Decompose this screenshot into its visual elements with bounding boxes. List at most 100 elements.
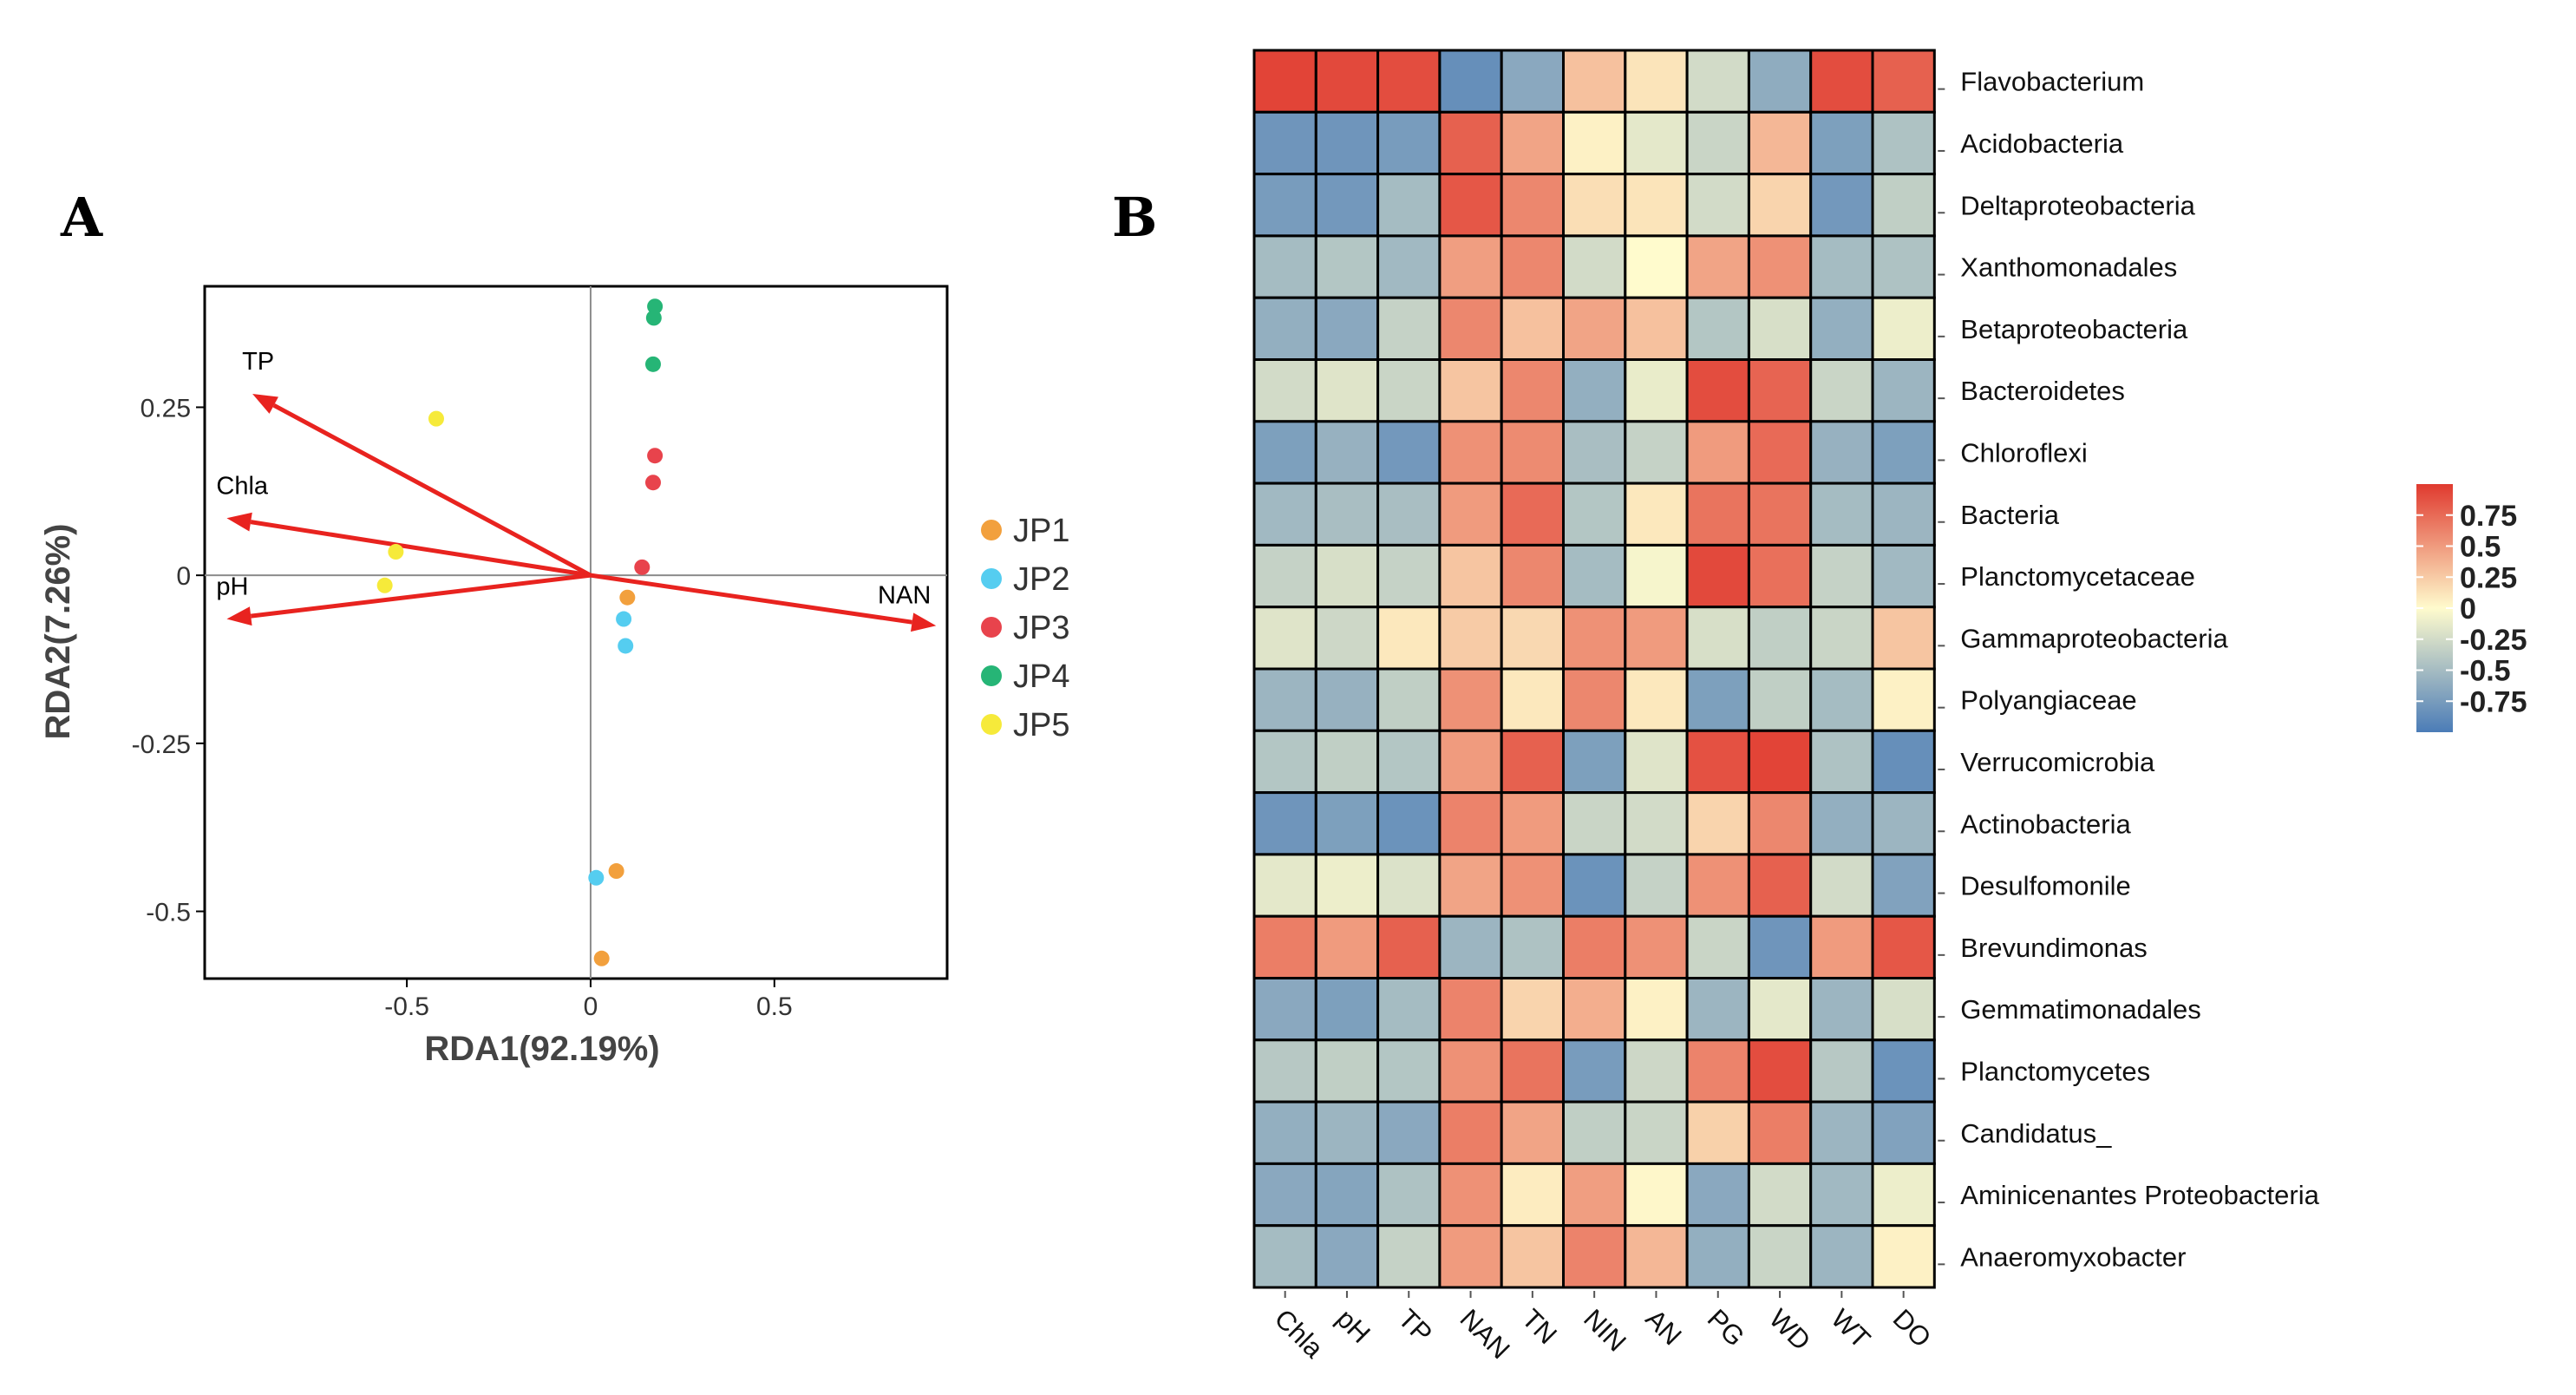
heatmap-cell bbox=[1624, 1038, 1689, 1104]
heatmap-cell bbox=[1438, 853, 1503, 918]
heatmap-cell bbox=[1314, 49, 1380, 114]
colorbar-tick-label: 0.25 bbox=[2460, 561, 2517, 594]
rda-biplot: RDA1(92.19%) RDA2(7.26%) -0.5 0 0.5 0.25 0 -0… bbox=[39, 285, 1069, 1068]
heatmap-cell bbox=[1438, 49, 1503, 114]
heatmap-cell bbox=[1747, 914, 1813, 979]
col-label: DO bbox=[1887, 1303, 1938, 1353]
col-label: AN bbox=[1640, 1303, 1688, 1351]
heatmap-cell bbox=[1376, 977, 1442, 1042]
heatmap-cell bbox=[1314, 853, 1380, 918]
colorbar-tick-label: -0.25 bbox=[2460, 624, 2527, 657]
heatmap-cell bbox=[1624, 173, 1689, 238]
heatmap-cell bbox=[1809, 729, 1874, 795]
heatmap-cell bbox=[1685, 1038, 1750, 1104]
heatmap-cell bbox=[1747, 1100, 1813, 1165]
heatmap-cell bbox=[1314, 234, 1380, 299]
heatmap-cell bbox=[1871, 420, 1936, 485]
col-label: TP bbox=[1392, 1303, 1438, 1349]
heatmap-cell bbox=[1376, 1224, 1442, 1289]
heatmap-cell bbox=[1624, 606, 1689, 671]
heatmap-cell bbox=[1871, 791, 1936, 856]
col-label: WT bbox=[1825, 1303, 1876, 1354]
heatmap-cell bbox=[1252, 1162, 1317, 1228]
heatmap-cell bbox=[1314, 173, 1380, 238]
heatmap-cell bbox=[1747, 1162, 1813, 1228]
legend-swatch-jp2 bbox=[981, 568, 1002, 589]
heatmap-cell bbox=[1438, 110, 1503, 176]
sample-point-jp3 bbox=[647, 448, 664, 464]
env-arrow-label: pH bbox=[216, 573, 248, 601]
heatmap-cell bbox=[1376, 606, 1442, 671]
env-arrow-chla bbox=[250, 520, 592, 578]
heatmap-cell bbox=[1562, 1038, 1627, 1104]
row-label: Chloroflexi bbox=[1960, 437, 2087, 468]
colorbar: 0.750.50.250-0.25-0.5-0.75 bbox=[2416, 484, 2527, 732]
heatmap-cell bbox=[1252, 481, 1317, 547]
env-arrowhead-chla bbox=[226, 512, 252, 532]
heatmap-cell bbox=[1500, 667, 1565, 732]
heatmap-cell bbox=[1747, 420, 1813, 485]
heatmap-cell bbox=[1871, 606, 1936, 671]
heatmap-cell bbox=[1500, 110, 1565, 176]
heatmap-cell bbox=[1376, 110, 1442, 176]
heatmap-cell bbox=[1562, 420, 1627, 485]
heatmap-cell bbox=[1685, 914, 1750, 979]
heatmap-cell bbox=[1376, 358, 1442, 423]
heatmap-cell bbox=[1252, 853, 1317, 918]
env-arrow-nan bbox=[590, 573, 912, 625]
heatmap-cell bbox=[1562, 1100, 1627, 1165]
row-label: Aminicenantes Proteobacteria bbox=[1960, 1180, 2319, 1210]
heatmap-cell bbox=[1252, 1038, 1317, 1104]
rda-y-axis-title: RDA2(7.26%) bbox=[39, 524, 77, 740]
heatmap-cell bbox=[1747, 977, 1813, 1042]
heatmap-cell bbox=[1500, 173, 1565, 238]
col-label: NIN bbox=[1578, 1303, 1632, 1358]
colorbar-tick-label: 0.5 bbox=[2460, 531, 2501, 564]
rda-x-tick-label: 0.5 bbox=[756, 992, 793, 1021]
heatmap-cell bbox=[1314, 481, 1380, 547]
heatmap-cell bbox=[1314, 543, 1380, 609]
env-arrow-label: Chla bbox=[216, 472, 269, 500]
heatmap-cell bbox=[1438, 791, 1503, 856]
heatmap-cell bbox=[1871, 977, 1936, 1042]
heatmap-cell bbox=[1500, 791, 1565, 856]
heatmap-cell bbox=[1500, 481, 1565, 547]
heatmap-cell bbox=[1314, 1162, 1380, 1228]
legend-label: JP4 bbox=[1013, 658, 1069, 695]
row-label: Anaeromyxobacter bbox=[1960, 1241, 2186, 1272]
heatmap-cell bbox=[1624, 853, 1689, 918]
heatmap-cell bbox=[1500, 1162, 1565, 1228]
heatmap-cell bbox=[1252, 49, 1317, 114]
heatmap-cell bbox=[1624, 49, 1689, 114]
heatmap-cell bbox=[1252, 358, 1317, 423]
heatmap-cell bbox=[1314, 358, 1380, 423]
rda-y-tick-label: -0.25 bbox=[132, 730, 191, 759]
heatmap-cell bbox=[1747, 606, 1813, 671]
row-label: Bacteroidetes bbox=[1960, 376, 2125, 406]
heatmap-cell bbox=[1314, 914, 1380, 979]
heatmap-cell bbox=[1809, 606, 1874, 671]
heatmap-cell bbox=[1500, 729, 1565, 795]
heatmap-cell bbox=[1562, 234, 1627, 299]
heatmap-cell bbox=[1314, 110, 1380, 176]
heatmap-cell bbox=[1624, 110, 1689, 176]
colorbar-tick-label: 0.75 bbox=[2460, 500, 2517, 533]
row-label: Planctomycetes bbox=[1960, 1056, 2150, 1086]
heatmap-cell bbox=[1871, 543, 1936, 609]
rda-x-tick-label: -0.5 bbox=[384, 992, 429, 1021]
row-label: Candidatus_ bbox=[1960, 1118, 2112, 1149]
heatmap-cell bbox=[1685, 481, 1750, 547]
heatmap-cell bbox=[1747, 791, 1813, 856]
sample-point-jp1 bbox=[619, 589, 636, 606]
heatmap-cell bbox=[1747, 296, 1813, 362]
heatmap-cell bbox=[1871, 914, 1936, 979]
heatmap-cell bbox=[1624, 296, 1689, 362]
legend-swatch-jp3 bbox=[981, 617, 1002, 638]
row-label: Gemmatimonadales bbox=[1960, 994, 2200, 1025]
panel-b-letter: B bbox=[1112, 186, 1157, 249]
heatmap-cell bbox=[1562, 358, 1627, 423]
heatmap-cell bbox=[1376, 173, 1442, 238]
heatmap-cell bbox=[1500, 420, 1565, 485]
heatmap-cell bbox=[1809, 791, 1874, 856]
